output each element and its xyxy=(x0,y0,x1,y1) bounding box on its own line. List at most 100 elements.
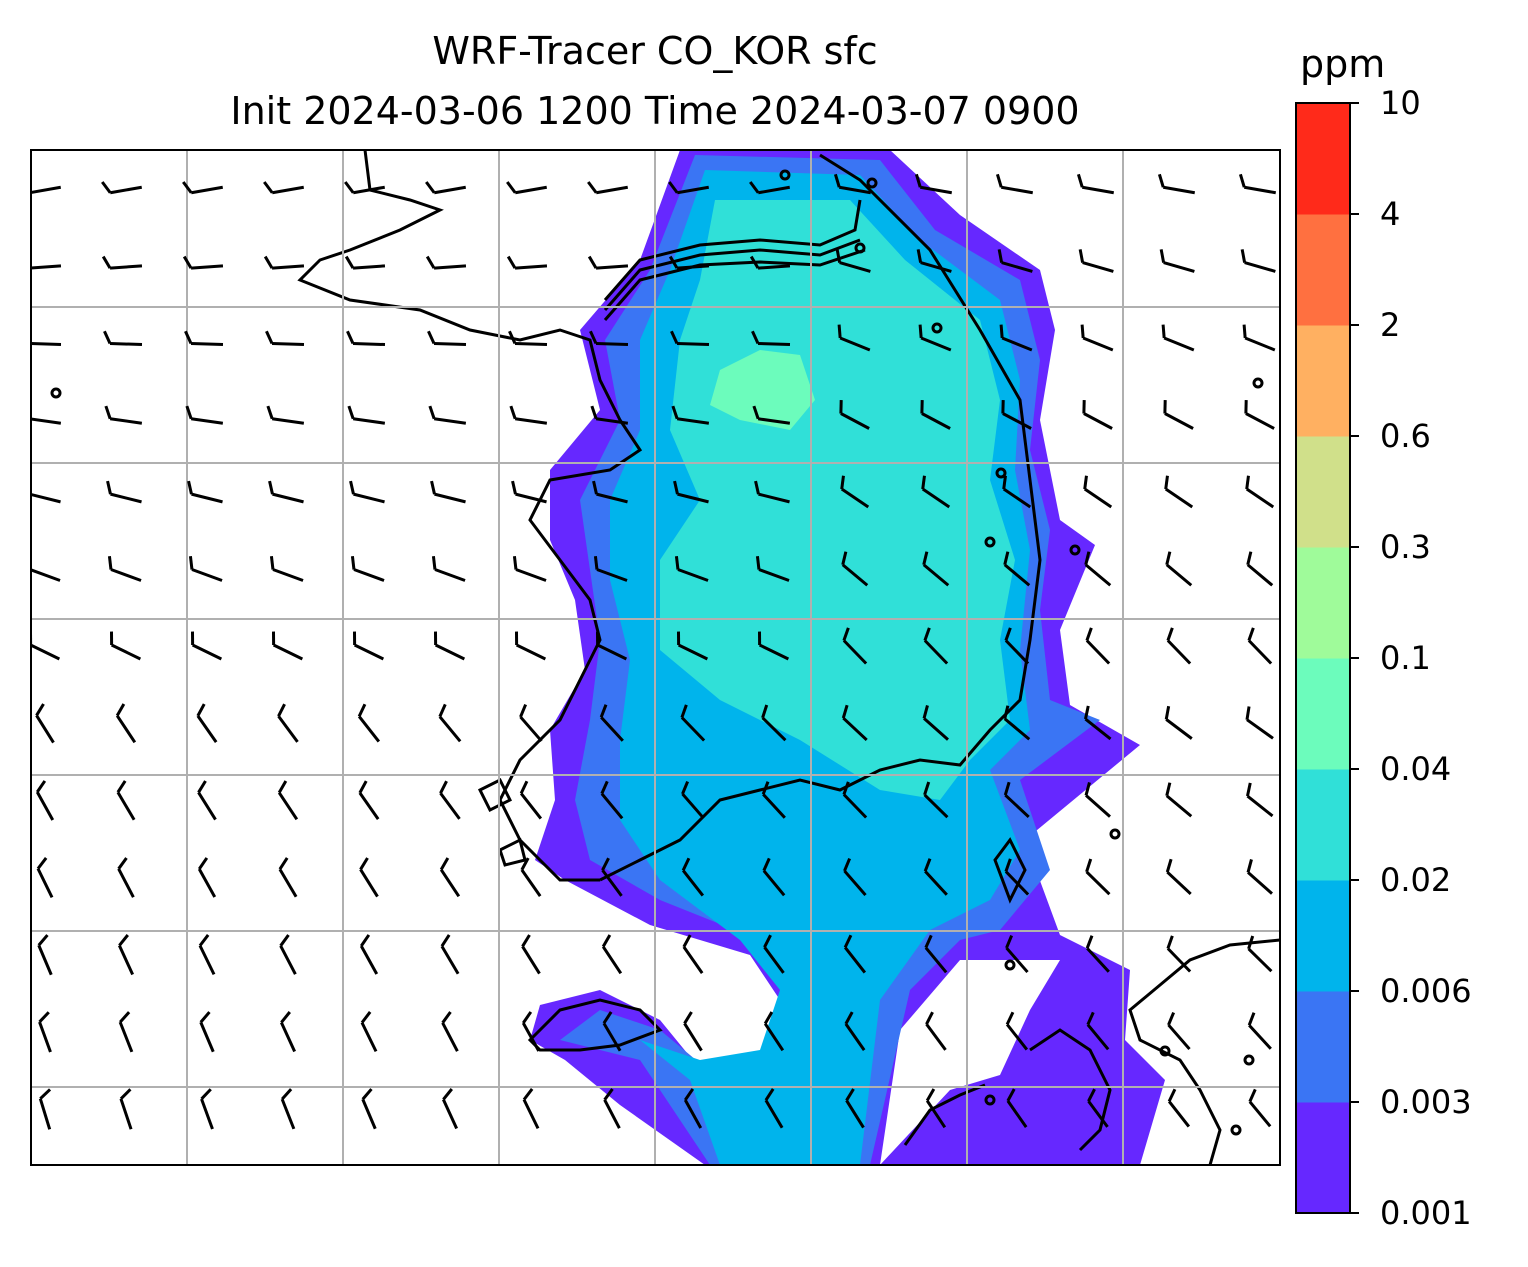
wind-barb xyxy=(1076,173,1115,195)
wind-barb xyxy=(197,780,217,821)
wind-barb xyxy=(198,934,216,976)
wind-barb xyxy=(595,631,628,661)
wind-barb xyxy=(837,324,871,352)
wind-barb xyxy=(923,627,949,665)
wind-barb xyxy=(514,631,547,661)
wind-barb xyxy=(674,556,709,582)
wind-barb xyxy=(506,181,548,195)
wind-barb xyxy=(1247,627,1273,665)
colorbar: 0.001 0.003 0.006 0.02 0.04 0.1 0.3 0.6 2 4 10 xyxy=(1295,84,1472,1232)
wind-barb xyxy=(668,255,710,270)
wind-barb xyxy=(425,255,467,270)
wind-barb xyxy=(109,631,142,661)
wind-barb xyxy=(995,173,1034,195)
wind-barb xyxy=(280,1088,296,1130)
colorbar-segment xyxy=(1296,880,1350,992)
wind-barb xyxy=(118,1011,134,1053)
coastline-islands xyxy=(477,777,1027,904)
wind-barb xyxy=(438,703,462,743)
wind-barb xyxy=(106,480,142,504)
wind-barb xyxy=(430,480,466,504)
wind-barb xyxy=(671,405,710,425)
colorbar-segment xyxy=(1296,769,1350,881)
coastline-korea-west xyxy=(297,150,643,882)
wind-barb xyxy=(1002,475,1032,509)
wind-barb xyxy=(1245,475,1275,509)
wind-barb xyxy=(38,1011,52,1053)
wind-barb xyxy=(360,1011,378,1053)
wind-barb xyxy=(31,185,62,195)
wind-barb xyxy=(1247,935,1273,973)
wind-barb xyxy=(999,324,1033,352)
wind-barb xyxy=(925,1011,947,1051)
wind-barb xyxy=(1004,858,1030,896)
wind-barb xyxy=(359,857,379,898)
wind-barb xyxy=(508,330,548,347)
wind-barbs xyxy=(31,173,1277,1130)
wind-barb xyxy=(439,780,461,820)
wind-barb xyxy=(512,556,547,582)
contour-0.02 xyxy=(660,200,1015,800)
wind-barb xyxy=(1006,1088,1028,1128)
wind-barb xyxy=(1001,400,1032,430)
contour-0.04 xyxy=(710,350,815,430)
wind-barb xyxy=(361,1088,377,1130)
wind-barb xyxy=(925,1088,947,1129)
wind-barb xyxy=(263,255,305,270)
colorbar-tick-label: 0.04 xyxy=(1380,750,1451,788)
colorbar-segment xyxy=(1296,103,1350,215)
wind-barb xyxy=(761,781,786,819)
wind-barb xyxy=(755,556,790,582)
wind-barb xyxy=(1246,859,1273,895)
wind-barb xyxy=(749,255,791,270)
colorbar-tick-label: 0.003 xyxy=(1380,1083,1472,1121)
wind-barb xyxy=(1078,249,1114,273)
wind-barb xyxy=(1084,705,1112,741)
wind-barb xyxy=(845,1088,865,1129)
wind-barb xyxy=(923,858,948,896)
wind-barb xyxy=(833,173,872,195)
wind-barb xyxy=(509,405,548,425)
wind-barb xyxy=(519,703,543,743)
wind-barb xyxy=(428,405,467,425)
wind-barb xyxy=(117,934,135,976)
wind-barb xyxy=(841,704,868,742)
wind-barb xyxy=(1167,1011,1191,1051)
wind-barb xyxy=(1246,551,1274,587)
wind-barb xyxy=(600,780,624,820)
wind-barb xyxy=(352,631,385,661)
wind-barb xyxy=(1003,705,1031,741)
wind-barb xyxy=(762,857,786,897)
wind-barb xyxy=(35,780,55,821)
wind-barb xyxy=(521,934,541,975)
wind-barb xyxy=(117,857,135,898)
wind-barb xyxy=(749,181,791,195)
wind-barb xyxy=(761,704,787,742)
wind-barb xyxy=(1157,173,1196,195)
wind-barb xyxy=(119,1088,133,1130)
wind-barb xyxy=(1164,705,1193,740)
colorbar-unit-label: ppm xyxy=(1300,42,1386,86)
wind-barb xyxy=(31,341,62,347)
wind-barb xyxy=(101,181,143,195)
wind-barb xyxy=(1004,627,1030,665)
coastline-japan xyxy=(903,938,1280,1165)
wind-barb xyxy=(587,181,629,195)
wind-barb xyxy=(592,480,628,504)
wind-barb xyxy=(271,631,304,661)
wind-barb xyxy=(1166,627,1192,665)
wind-barb xyxy=(520,857,542,897)
wind-barb xyxy=(31,264,62,270)
colorbar-tick-label: 0.001 xyxy=(1380,1194,1472,1232)
wind-barb xyxy=(842,781,868,819)
wind-barb xyxy=(115,703,137,744)
colorbar-tick-label: 0.6 xyxy=(1380,417,1431,455)
wind-barb xyxy=(1084,782,1111,818)
wind-barb xyxy=(1248,1088,1272,1128)
wind-barb xyxy=(764,1088,784,1129)
wind-barb xyxy=(1245,706,1274,740)
wind-barb xyxy=(587,255,629,270)
wind-barb xyxy=(681,780,705,820)
colorbar-segment xyxy=(1296,658,1350,770)
wind-barb xyxy=(346,330,386,347)
